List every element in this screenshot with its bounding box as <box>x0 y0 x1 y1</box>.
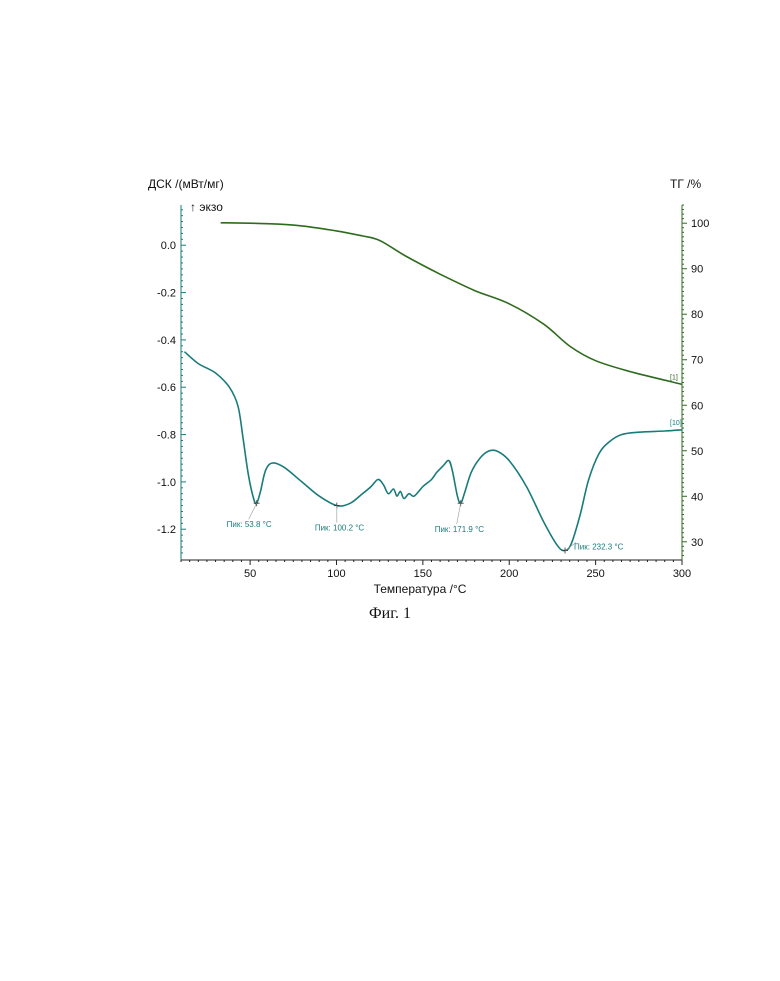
x-tick-label: 100 <box>327 568 345 580</box>
y-left-tick-label: -1.0 <box>157 477 176 489</box>
x-tick-label: 300 <box>673 568 691 580</box>
y-left-tick-label: -0.6 <box>157 382 176 394</box>
y-left-tick-label: -0.8 <box>157 430 176 442</box>
peak-leader <box>249 503 257 519</box>
peak-label: Пик: 53.8 °C <box>227 520 272 529</box>
figure-caption: Фиг. 1 <box>0 605 780 623</box>
peak-label: Пик: 171.9 °C <box>435 525 485 534</box>
axes <box>181 205 682 560</box>
x-axis-title: Температура /°C <box>374 582 467 596</box>
peak-leader <box>457 503 461 524</box>
x-tick-label: 250 <box>586 568 604 580</box>
y-left-tick-label: 0.0 <box>161 240 176 252</box>
y-left-tick-label: -0.4 <box>157 335 176 347</box>
dsc-tg-chart: ДСК /(мВт/мг) ↑ экзо ТГ /% Температура /… <box>0 0 780 640</box>
y-right-tick-label: 100 <box>691 218 709 230</box>
y-right-tick-label: 70 <box>691 355 703 367</box>
tg-series-line <box>221 223 682 384</box>
y-right-tick-label: 80 <box>691 309 703 321</box>
y-left-tick-label: -1.2 <box>157 524 176 536</box>
peak-label: Пик: 100.2 °C <box>315 524 365 533</box>
y-right-tick-label: 60 <box>691 400 703 412</box>
peak-annotations: Пик: 53.8 °C Пик: 100.2 °C Пик: 171.9 °C Пи… <box>227 500 624 553</box>
series-tag: [1] <box>670 374 678 381</box>
series-tag: [10] <box>670 420 682 427</box>
x-tick-label: 50 <box>244 568 256 580</box>
peak-label: Пик: 232.3 °C <box>574 543 624 552</box>
y-left-tick-label: -0.2 <box>157 288 176 300</box>
x-tick-label: 200 <box>500 568 518 580</box>
y-right-axis-title: ТГ /% <box>670 177 701 191</box>
y-right-tick-label: 90 <box>691 264 703 276</box>
y-left-axis-title: ДСК /(мВт/мг) <box>148 177 224 191</box>
y-right-tick-label: 40 <box>691 491 703 503</box>
y-right-tick-label: 50 <box>691 446 703 458</box>
y-right-tick-label: 30 <box>691 537 703 549</box>
series: [1] [10] <box>185 223 683 551</box>
y-left-axis-note: ↑ экзо <box>190 200 223 214</box>
x-tick-label: 150 <box>414 568 432 580</box>
